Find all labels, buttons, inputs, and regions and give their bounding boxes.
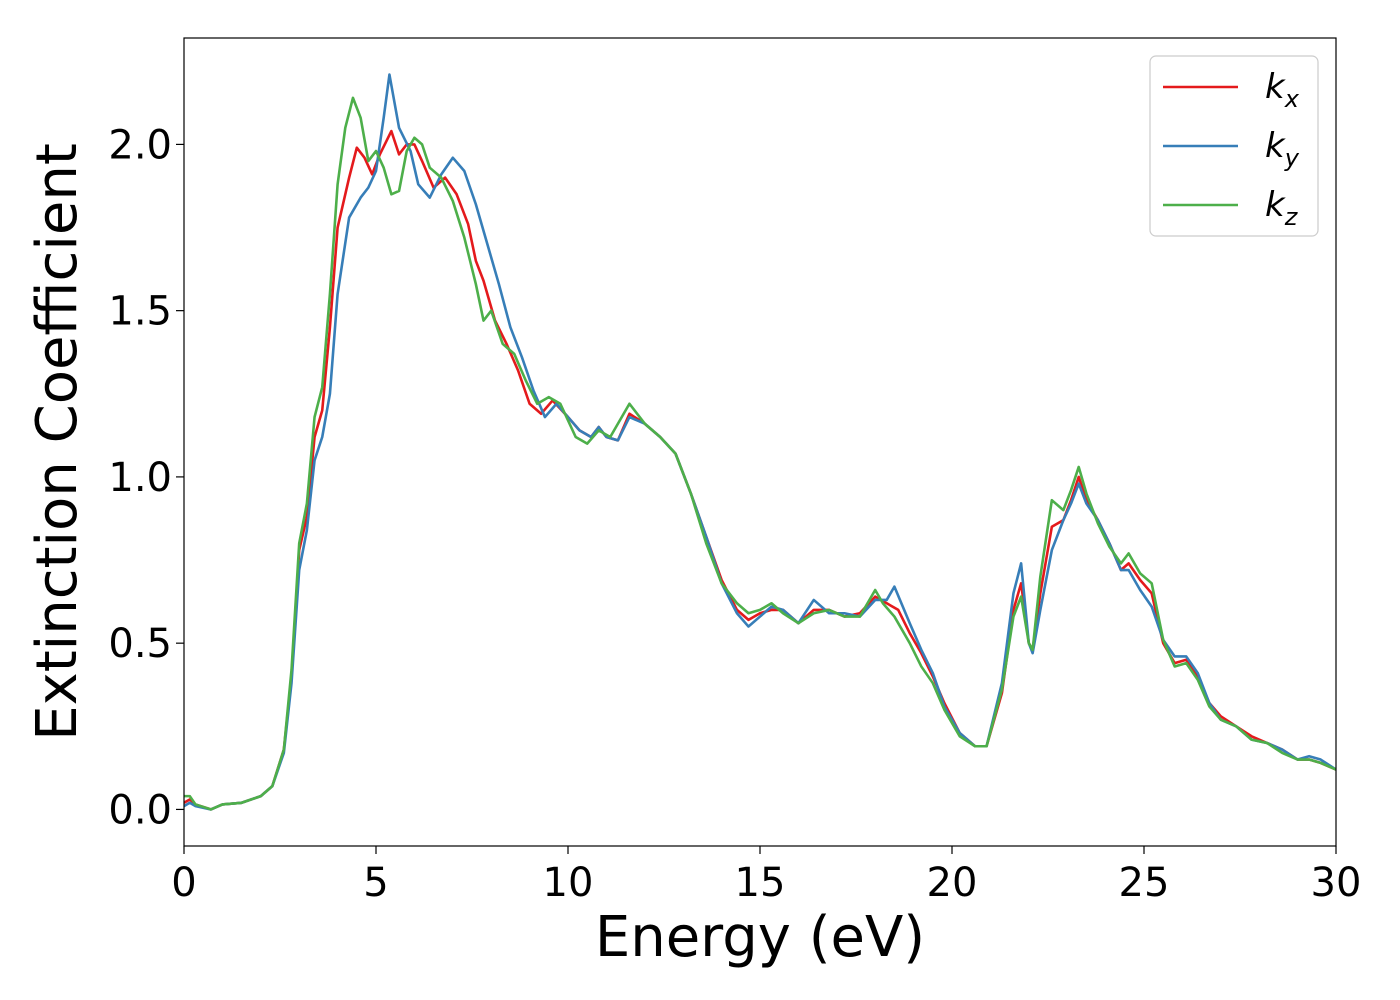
x-axis: 0 5 10 15 20 25 30 [171, 846, 1361, 906]
series-line-ky [184, 73, 1336, 811]
x-tick-label: 0 [171, 860, 196, 906]
x-tick-label: 10 [543, 860, 594, 906]
x-tick-label: 30 [1311, 860, 1362, 906]
series-layer [184, 73, 1336, 811]
legend-label-kz: kz [1265, 185, 1299, 231]
x-tick-label: 20 [927, 860, 978, 906]
y-tick-label: 0.5 [108, 621, 172, 667]
x-tick-label: 5 [363, 860, 388, 906]
x-axis-title: Energy (eV) [595, 905, 925, 970]
legend-label-ky: ky [1265, 126, 1300, 172]
y-tick-label: 0.0 [108, 787, 172, 833]
y-tick-label: 2.0 [108, 122, 172, 168]
y-tick-label: 1.0 [108, 455, 172, 501]
y-tick-label: 1.5 [108, 289, 172, 335]
x-tick-label: 25 [1119, 860, 1170, 906]
legend-label-kx: kx [1265, 67, 1300, 113]
y-axis: 0.0 0.5 1.0 1.5 2.0 [108, 122, 184, 833]
x-tick-label: 15 [735, 860, 786, 906]
series-line-kz [184, 96, 1336, 811]
y-axis-title: Extinction Coefficient [25, 143, 90, 741]
legend: kx ky kz [1149, 55, 1319, 237]
